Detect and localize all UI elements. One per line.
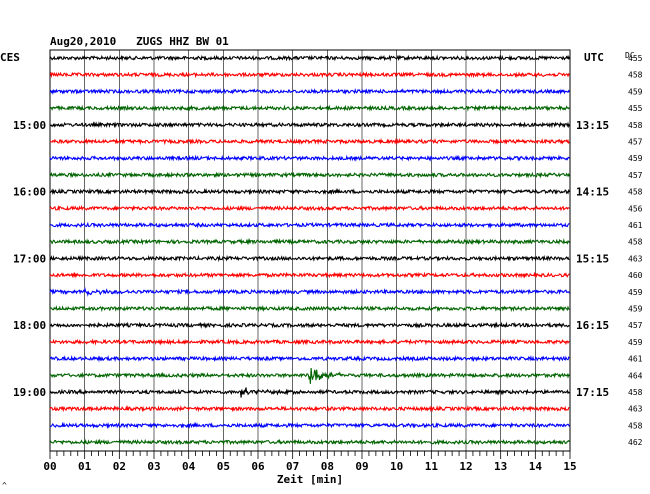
trace-13 — [49, 254, 570, 263]
trace-15 — [49, 286, 570, 297]
left-hour-label: 19:00 — [13, 386, 46, 399]
dc-value-14: 460 — [628, 271, 643, 280]
dc-value-11: 461 — [628, 221, 643, 230]
dc-value-17: 457 — [628, 321, 643, 330]
trace-23 — [49, 421, 570, 430]
x-tick-label: 07 — [286, 460, 299, 473]
x-tick-label: 03 — [147, 460, 160, 473]
x-tick-label: 06 — [251, 460, 265, 473]
trace-18 — [49, 338, 570, 346]
x-tick-label: 13 — [494, 460, 507, 473]
x-tick-label: 00 — [43, 460, 56, 473]
dc-value-7: 459 — [628, 154, 643, 163]
trace-19 — [49, 354, 570, 363]
axis-layer: 455 458 459 455 458 457 459 457 458 456 461 458 463 4… — [13, 54, 643, 473]
x-tick-label: 12 — [459, 460, 472, 473]
chart-title: Aug20,2010 ZUGS HHZ BW 01 — [50, 35, 229, 48]
left-hour-label: 15:00 — [13, 119, 46, 132]
dc-value-16: 459 — [628, 305, 643, 314]
dc-label: DC — [625, 51, 635, 60]
right-hour-label: 16:15 — [576, 319, 609, 332]
x-tick-label: 04 — [182, 460, 196, 473]
left-hour-label: 17:00 — [13, 252, 46, 265]
dc-value-24: 462 — [628, 438, 643, 447]
dc-value-19: 461 — [628, 355, 643, 364]
footnote-mark: ^ — [2, 481, 7, 490]
trace-24 — [50, 438, 570, 446]
right-corner-label: UTC — [584, 51, 604, 64]
trace-21 — [49, 387, 570, 398]
x-axis-label: Zeit [min] — [277, 473, 343, 486]
trace-20 — [49, 367, 570, 384]
plot-frame — [49, 49, 571, 452]
dc-value-9: 458 — [628, 188, 643, 197]
dc-value-13: 463 — [628, 254, 643, 263]
dc-value-21: 458 — [628, 388, 643, 397]
x-tick-label: 11 — [425, 460, 439, 473]
right-hour-label: 17:15 — [576, 386, 609, 399]
dc-value-12: 458 — [628, 238, 643, 247]
x-tick-label: 10 — [390, 460, 403, 473]
trace-16 — [49, 304, 570, 313]
trace-layer — [49, 54, 570, 446]
dc-value-3: 459 — [628, 87, 643, 96]
left-hour-label: 16:00 — [13, 186, 46, 199]
trace-12 — [49, 237, 570, 246]
dc-value-18: 459 — [628, 338, 643, 347]
right-hour-label: 15:15 — [576, 252, 609, 265]
x-tick-label: 14 — [529, 460, 543, 473]
trace-1 — [49, 54, 570, 62]
dc-value-1: 455 — [628, 54, 643, 63]
trace-10 — [49, 204, 570, 212]
right-hour-label: 13:15 — [576, 119, 609, 132]
x-tick-label: 01 — [78, 460, 92, 473]
trace-3 — [49, 87, 570, 96]
trace-22 — [49, 405, 570, 413]
dc-value-8: 457 — [628, 171, 643, 180]
dc-value-22: 463 — [628, 405, 643, 414]
dc-value-2: 458 — [628, 71, 643, 80]
dc-value-4: 455 — [628, 104, 643, 113]
left-hour-label: 18:00 — [13, 319, 46, 332]
trace-7 — [49, 154, 570, 162]
trace-17 — [49, 321, 570, 329]
x-tick-label: 15 — [563, 460, 576, 473]
x-tick-label: 02 — [113, 460, 126, 473]
dc-value-20: 464 — [628, 371, 643, 380]
trace-5 — [49, 121, 570, 129]
trace-11 — [49, 221, 570, 229]
trace-4 — [49, 104, 570, 112]
dc-value-23: 458 — [628, 421, 643, 430]
trace-2 — [49, 71, 570, 79]
x-tick-label: 09 — [355, 460, 368, 473]
right-hour-label: 14:15 — [576, 186, 609, 199]
trace-14 — [49, 271, 570, 279]
dc-value-10: 456 — [628, 204, 643, 213]
trace-8 — [49, 171, 570, 179]
trace-9 — [49, 187, 570, 196]
left-corner-label: CES — [0, 51, 20, 64]
x-tick-label: 08 — [321, 460, 334, 473]
dc-value-5: 458 — [628, 121, 643, 130]
trace-6 — [49, 137, 570, 146]
grid-layer — [49, 49, 571, 452]
dc-value-15: 459 — [628, 288, 643, 297]
x-tick-label: 05 — [217, 460, 230, 473]
dc-value-6: 457 — [628, 138, 643, 147]
